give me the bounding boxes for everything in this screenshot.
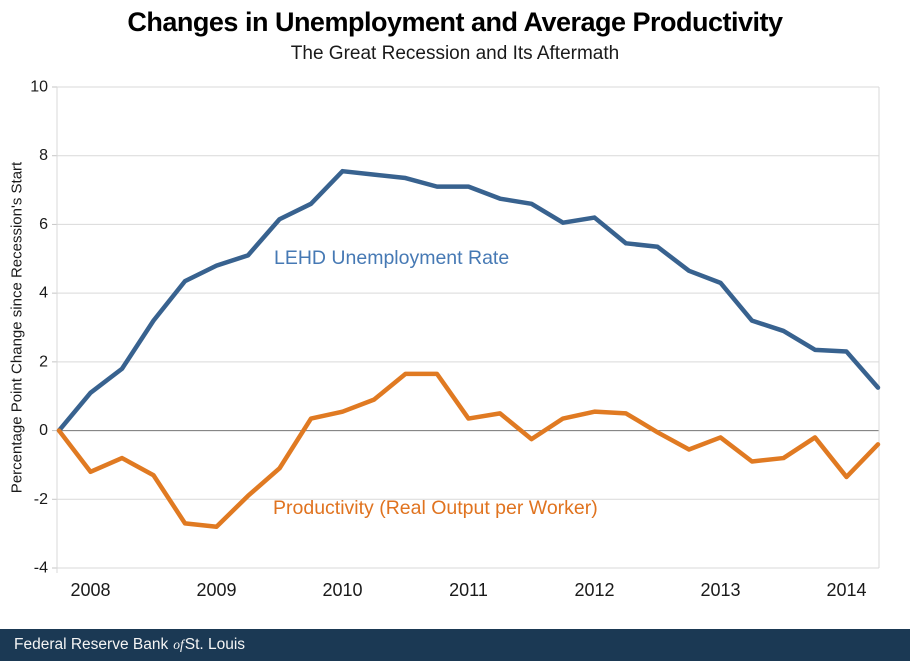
footer-of-word: of <box>173 637 184 652</box>
y-tick-label: -4 <box>34 560 48 577</box>
footer-bank-suffix: St. Louis <box>184 636 246 653</box>
page-subtitle: The Great Recession and Its Aftermath <box>290 43 620 64</box>
x-axis-label: 2014 <box>826 580 866 600</box>
page-title: Changes in Unemployment and Average Prod… <box>127 7 783 37</box>
x-axis-label: 2010 <box>322 580 362 600</box>
x-axis-label: 2008 <box>70 580 110 600</box>
line-chart: 10 8 6 4 2 0 -2 -4 2008 2009 2010 2011 2012 2013 2014 P… <box>9 79 881 600</box>
y-tick-label: 10 <box>30 79 48 96</box>
y-tick-label: 4 <box>39 285 48 302</box>
y-tick-label: -2 <box>34 491 48 508</box>
y-tick-label: 2 <box>39 353 48 370</box>
series-line-productivity <box>56 371 881 530</box>
y-axis-title: Percentage Point Change since Recession'… <box>9 161 26 493</box>
series-label-lehd-unemployment-rate: LEHD Unemployment Rate <box>274 247 509 269</box>
footer-bank-prefix: Federal Reserve Bank <box>14 636 169 653</box>
x-axis-label: 2011 <box>449 580 488 600</box>
footer-bar: Federal Reserve Bank of St. Louis <box>0 629 910 661</box>
y-tick-label: 8 <box>39 147 48 164</box>
chart-header: Changes in Unemployment and Average Prod… <box>0 0 910 65</box>
y-tick-label: 0 <box>39 422 48 439</box>
x-axis-label: 2009 <box>196 580 236 600</box>
x-axis-label: 2013 <box>700 580 740 600</box>
x-axis-label: 2012 <box>574 580 614 600</box>
series-label-productivity: Productivity (Real Output per Worker) <box>273 497 598 519</box>
series-line-lehd-unemployment-rate <box>56 168 881 433</box>
y-tick-label: 6 <box>39 216 48 233</box>
